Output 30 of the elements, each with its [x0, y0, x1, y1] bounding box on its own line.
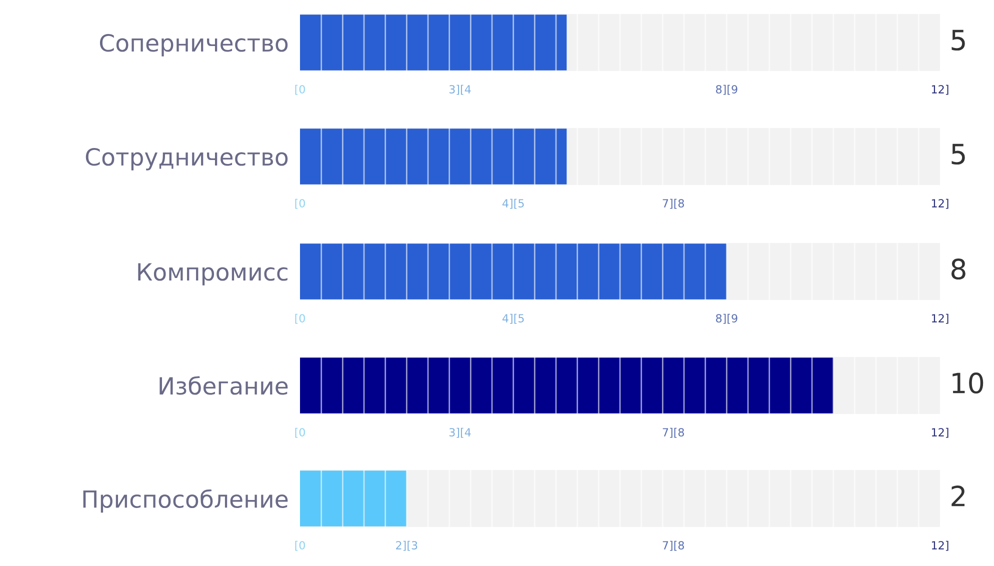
x-tick-label: [0: [295, 84, 305, 95]
x-tick-label: 8][9: [716, 314, 738, 324]
text: 2: [952, 486, 964, 506]
x-tick-label: 4][5: [502, 314, 524, 324]
x-tick-label: [0: [295, 540, 305, 551]
x-tick-label: 2][3: [396, 540, 418, 551]
x-tick-label: 7][8: [662, 540, 684, 551]
x-tick-label: [0: [295, 314, 305, 324]
y-tick-label: Избегание: [160, 376, 288, 395]
y-tick-label: Компромисс: [138, 263, 288, 286]
x-tick-label: 8][9: [716, 84, 738, 95]
y-tick-label: Сотрудничество: [86, 148, 288, 170]
x-tick-label: 7][8: [662, 198, 684, 209]
x-tick-label: 3][4: [449, 84, 471, 95]
text: 5: [952, 144, 965, 165]
x-tick-label: 7][8: [662, 428, 684, 438]
text: 8: [951, 258, 966, 280]
text: 5: [952, 30, 965, 51]
x-tick-label: 4][5: [502, 198, 524, 209]
y-tick-label: Соперничество: [100, 34, 288, 56]
x-tick-label: 12]: [932, 84, 948, 95]
x-tick-label: 3][4: [449, 428, 471, 438]
text: 10: [952, 372, 984, 394]
x-tick-label: [0: [295, 428, 305, 438]
x-tick-label: 12]: [932, 198, 948, 209]
x-tick-label: 12]: [932, 428, 948, 438]
x-tick-label: 12]: [932, 314, 948, 324]
y-tick-label: Приспособление: [83, 489, 288, 513]
x-tick-label: [0: [295, 198, 305, 209]
x-tick-label: 12]: [932, 540, 948, 551]
